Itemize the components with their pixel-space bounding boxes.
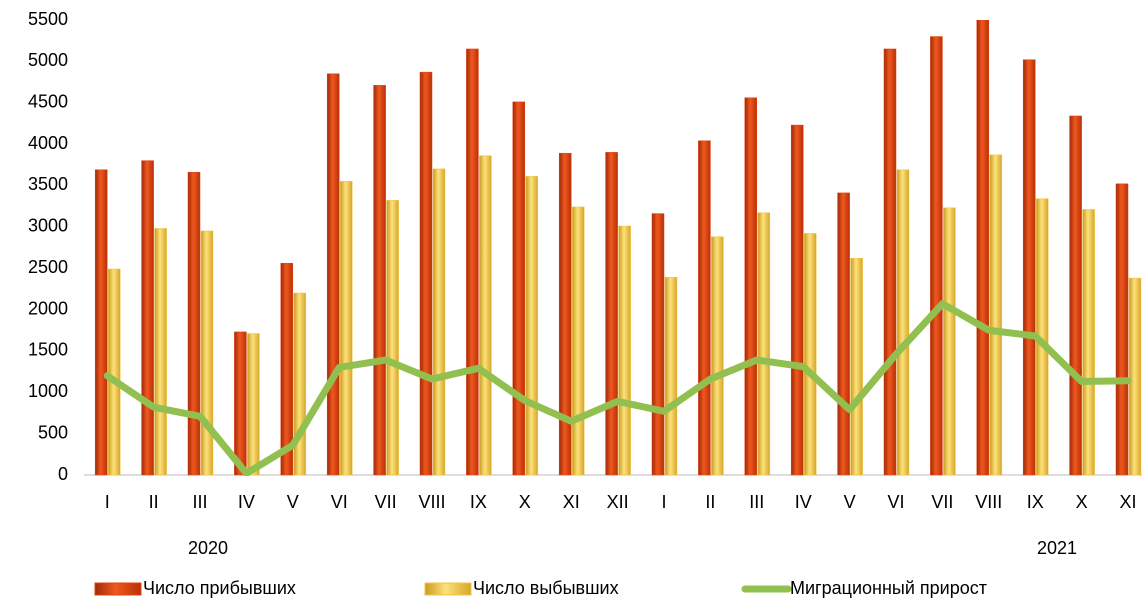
bar	[605, 152, 618, 476]
bar	[512, 101, 526, 476]
legend-label: Число выбывших	[473, 578, 619, 598]
bar	[651, 213, 665, 476]
bar	[943, 207, 956, 476]
bar	[1128, 277, 1142, 476]
bar	[790, 124, 804, 476]
x-tick-label: V	[844, 492, 856, 512]
y-tick-label: 2500	[28, 257, 68, 277]
x-tick-label: XI	[563, 492, 580, 512]
x-tick-label: VI	[887, 492, 904, 512]
y-tick-label: 3000	[28, 216, 68, 236]
x-tick-label: VIII	[975, 492, 1002, 512]
x-tick-label: X	[519, 492, 531, 512]
bar	[1022, 59, 1036, 476]
bar	[107, 268, 121, 476]
legend-swatch	[424, 582, 472, 596]
bar	[1082, 209, 1095, 476]
bar	[698, 140, 711, 476]
y-tick-label: 5000	[28, 50, 68, 70]
bar	[896, 169, 910, 476]
y-tick-label: 1500	[28, 340, 68, 360]
y-tick-label: 4000	[28, 133, 68, 153]
bar	[850, 258, 863, 476]
bar	[664, 277, 678, 476]
bar	[432, 168, 446, 476]
legend-label: Миграционный прирост	[790, 578, 987, 598]
x-tick-label: XII	[607, 492, 629, 512]
bar	[419, 71, 433, 476]
x-tick-label: I	[661, 492, 666, 512]
bar	[466, 48, 479, 476]
bar	[571, 206, 585, 476]
x-tick-label: II	[705, 492, 715, 512]
bar	[293, 292, 307, 476]
bar	[837, 192, 850, 476]
x-tick-label: VII	[375, 492, 397, 512]
bar	[280, 262, 294, 476]
x-tick-label: IV	[795, 492, 812, 512]
legend-label: Число прибывших	[143, 578, 296, 598]
bar	[989, 154, 1003, 476]
x-tick-label: III	[749, 492, 764, 512]
x-tick-label: I	[105, 492, 110, 512]
line	[103, 300, 1132, 476]
bar	[234, 331, 247, 476]
bar	[558, 152, 572, 476]
x-tick-label: V	[287, 492, 299, 512]
x-tick-label: X	[1076, 492, 1088, 512]
bar	[930, 36, 943, 476]
bar	[711, 236, 724, 476]
x-tick-label: IV	[238, 492, 255, 512]
x-tick-label: XI	[1119, 492, 1136, 512]
x-tick-label: III	[192, 492, 207, 512]
x-tick-label: IX	[1027, 492, 1044, 512]
bar	[187, 171, 201, 476]
bar	[200, 230, 214, 476]
y-tick-label: 5500	[28, 9, 68, 29]
y-tick-label: 2000	[28, 298, 68, 318]
y-tick-label: 1000	[28, 381, 68, 401]
bar	[339, 181, 353, 476]
bar	[386, 200, 399, 476]
bar	[1115, 183, 1129, 476]
x-tick-label: VII	[931, 492, 953, 512]
year-label: 2020	[188, 538, 228, 558]
legend-swatch	[94, 582, 142, 596]
bar	[479, 155, 492, 476]
plot-area	[94, 20, 1142, 476]
y-tick-label: 0	[58, 464, 68, 484]
y-tick-label: 500	[38, 422, 68, 442]
bar	[976, 20, 990, 476]
bar	[141, 160, 154, 476]
y-tick-label: 3500	[28, 174, 68, 194]
bar	[618, 225, 631, 476]
x-tick-label: IX	[470, 492, 487, 512]
x-tick-label: II	[149, 492, 159, 512]
bar	[744, 97, 758, 476]
bar	[525, 176, 539, 476]
x-tick-label: VI	[331, 492, 348, 512]
bar	[94, 169, 108, 476]
year-label: 2021	[1037, 538, 1077, 558]
bar	[373, 85, 386, 476]
bar	[883, 48, 897, 476]
bar	[803, 233, 817, 476]
y-tick-label: 4500	[28, 91, 68, 111]
bar	[154, 228, 167, 476]
x-tick-label: VIII	[418, 492, 445, 512]
bar	[326, 73, 340, 476]
bar	[757, 212, 771, 476]
bar	[247, 333, 260, 476]
bar	[1069, 115, 1082, 476]
